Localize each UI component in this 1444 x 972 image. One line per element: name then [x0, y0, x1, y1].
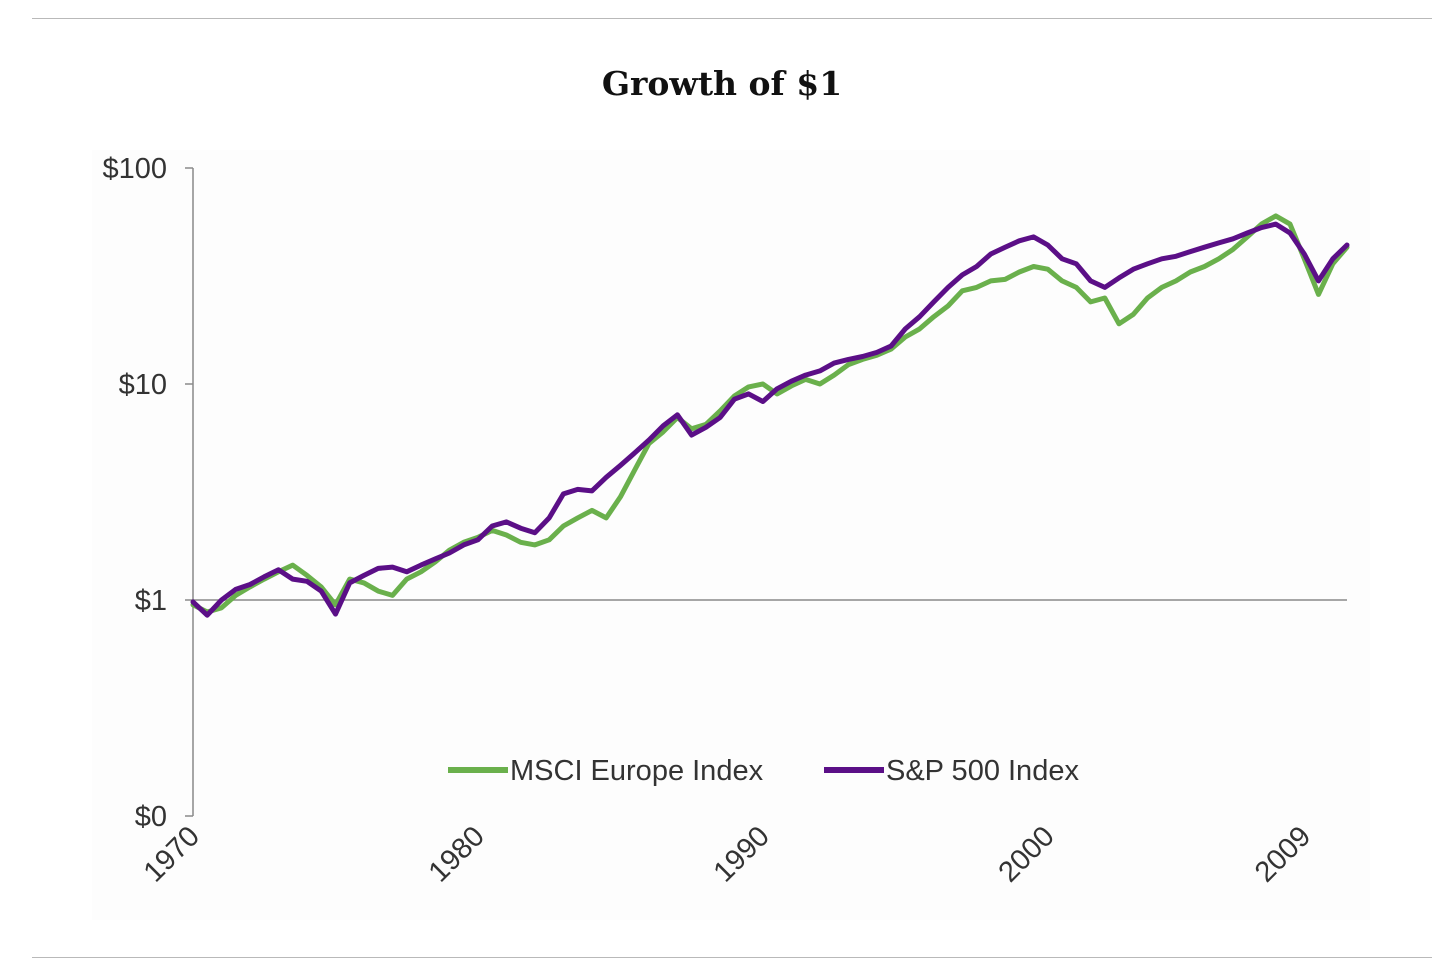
series-line-sp500	[190, 221, 1350, 618]
legend-label: MSCI Europe Index	[510, 755, 764, 787]
chart-title: Growth of $1	[601, 64, 843, 103]
y-tick-label: $100	[102, 153, 167, 185]
series-line-msci-europe	[190, 213, 1350, 615]
legend-label: S&P 500 Index	[886, 755, 1079, 787]
y-tick-label: $1	[135, 585, 167, 617]
y-tick-label: $0	[135, 801, 167, 833]
plot-background	[92, 150, 1370, 920]
bottom-rule	[32, 957, 1432, 958]
top-rule	[32, 18, 1432, 19]
y-tick-label: $10	[119, 369, 167, 401]
